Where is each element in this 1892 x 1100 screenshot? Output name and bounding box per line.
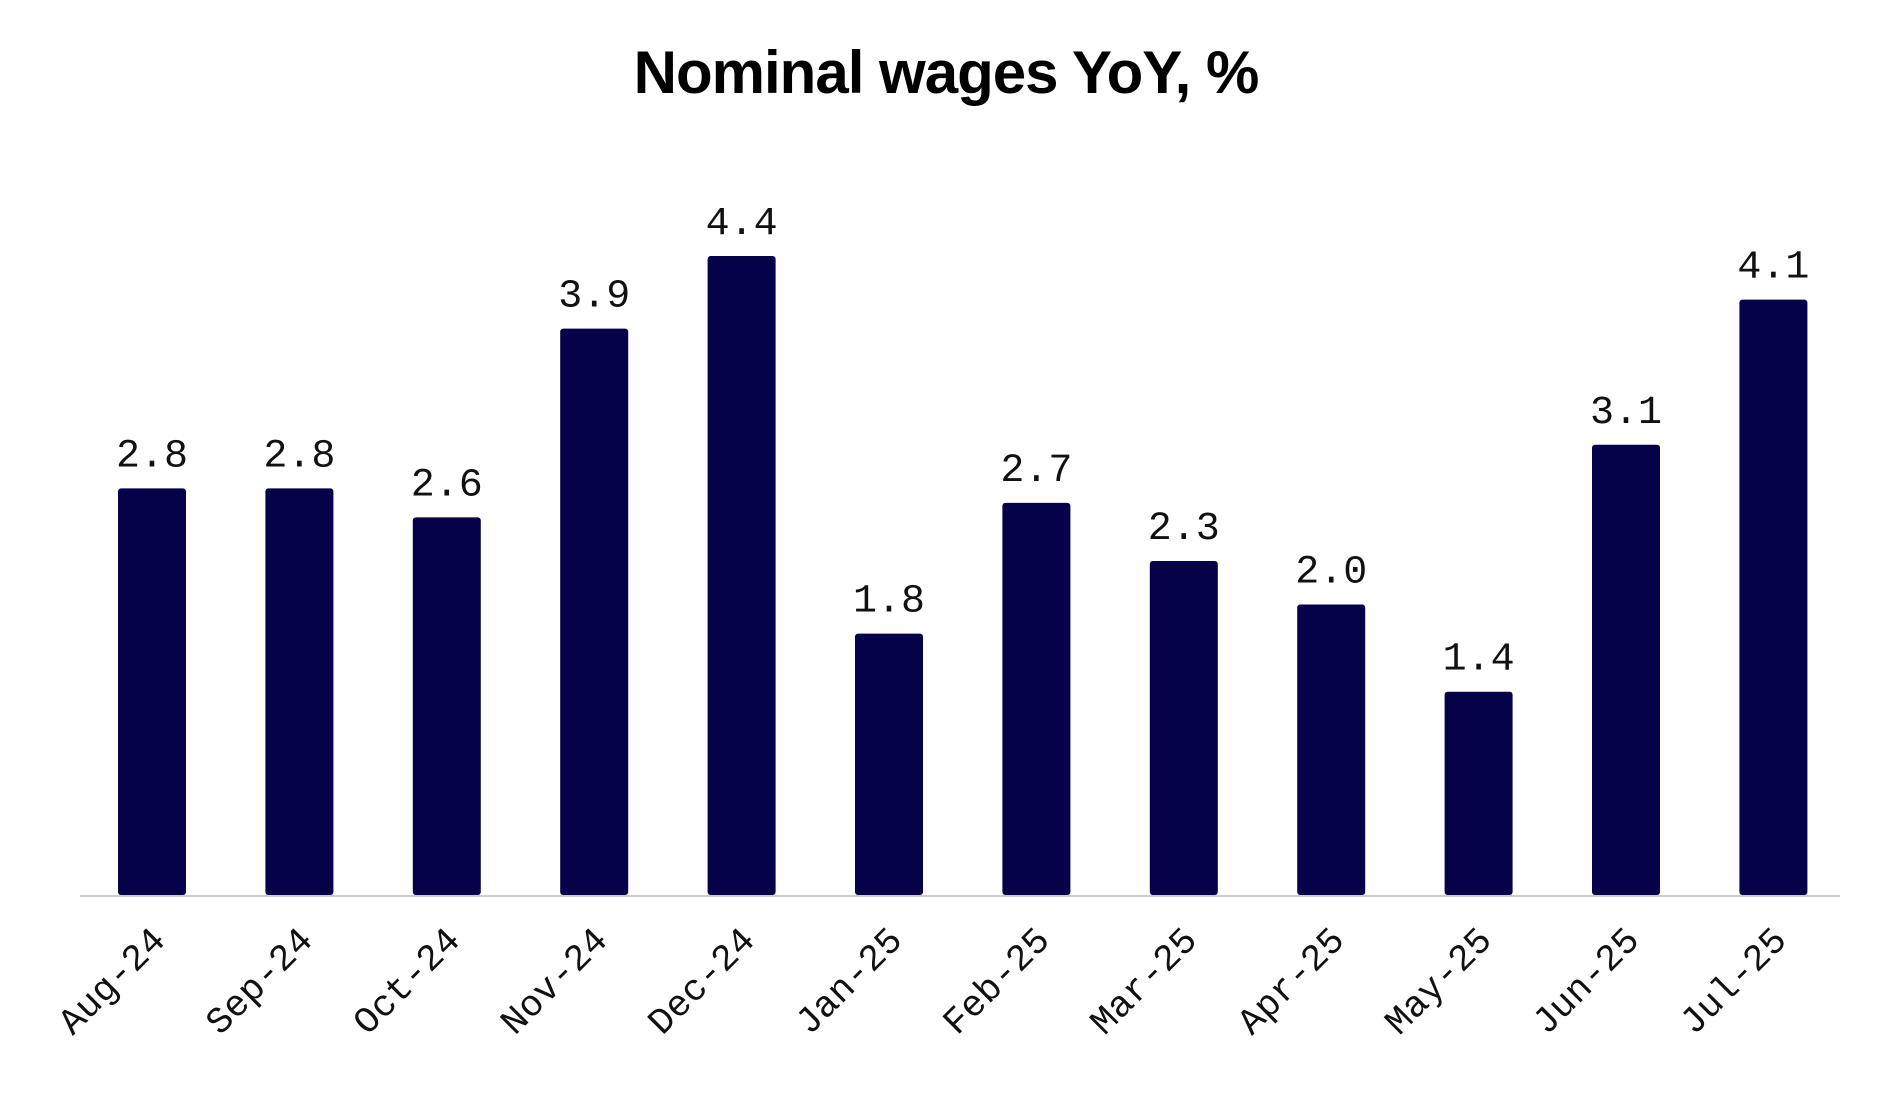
data-label-jun-25: 3.1 (1590, 391, 1662, 436)
bar-mar-25 (1149, 561, 1218, 895)
bar-apr-25 (1297, 604, 1366, 895)
data-label-mar-25: 2.3 (1148, 507, 1220, 552)
x-tick-label-jun-25: Jun-25 (1525, 921, 1649, 1045)
data-label-jan-25: 1.8 (853, 580, 925, 625)
x-tick-label-nov-24: Nov-24 (494, 921, 618, 1045)
x-tick-label-dec-24: Dec-24 (641, 921, 765, 1045)
data-label-apr-25: 2.0 (1295, 551, 1367, 596)
bar-sep-24 (265, 488, 334, 895)
bar-feb-25 (1002, 502, 1071, 895)
x-tick-label-feb-25: Feb-25 (936, 921, 1060, 1045)
x-tick-label-mar-25: Mar-25 (1083, 921, 1207, 1045)
data-label-jul-25: 4.1 (1737, 246, 1809, 291)
data-label-sep-24: 2.8 (263, 434, 335, 479)
x-tick-label-sep-24: Sep-24 (199, 921, 323, 1045)
data-label-nov-24: 3.9 (558, 275, 630, 320)
bar-aug-24 (118, 488, 186, 895)
x-tick-label-may-25: May-25 (1378, 921, 1502, 1045)
x-tick-label-oct-24: Oct-24 (346, 921, 470, 1045)
data-label-dec-24: 4.4 (706, 202, 778, 247)
bar-jun-25 (1592, 444, 1660, 895)
x-tick-label-aug-24: Aug-24 (51, 921, 175, 1045)
bar-oct-24 (412, 517, 481, 895)
x-tick-label-jan-25: Jan-25 (788, 921, 912, 1045)
data-label-may-25: 1.4 (1443, 638, 1515, 683)
bar-dec-24 (707, 256, 776, 895)
bar-jan-25 (855, 633, 923, 895)
data-label-feb-25: 2.7 (1000, 449, 1072, 494)
data-label-oct-24: 2.6 (411, 463, 483, 508)
bar-jul-25 (1739, 299, 1808, 896)
bar-nov-24 (560, 328, 629, 896)
bar-may-25 (1444, 691, 1513, 895)
x-tick-label-jul-25: Jul-25 (1673, 921, 1797, 1045)
x-tick-label-apr-25: Apr-25 (1231, 921, 1355, 1045)
data-label-aug-24: 2.8 (116, 434, 188, 479)
chart-title: Nominal wages YoY, % (633, 39, 1260, 106)
